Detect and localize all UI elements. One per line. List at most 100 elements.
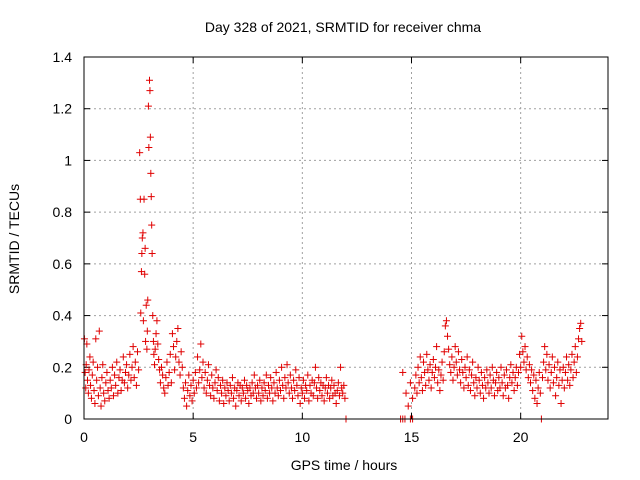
data-point — [484, 379, 492, 387]
data-point — [315, 374, 323, 382]
data-point — [298, 389, 306, 397]
data-point — [533, 399, 541, 407]
data-point — [577, 319, 585, 327]
data-point — [182, 379, 190, 387]
data-point — [570, 358, 578, 366]
data-point — [424, 366, 432, 374]
data-point — [412, 371, 420, 379]
data-point — [103, 368, 111, 376]
data-point — [176, 371, 184, 379]
data-point — [86, 353, 94, 361]
data-point — [444, 332, 452, 340]
data-point — [101, 397, 109, 405]
data-point — [267, 374, 275, 382]
data-point — [85, 366, 93, 374]
data-point — [204, 361, 212, 369]
data-point — [529, 387, 537, 395]
data-point — [98, 374, 106, 382]
data-point — [438, 358, 446, 366]
y-tick-label: 0.4 — [53, 308, 73, 324]
data-point — [200, 384, 208, 392]
data-point — [328, 376, 336, 384]
data-point — [569, 374, 577, 382]
data-point — [87, 381, 95, 389]
data-point — [213, 387, 221, 395]
data-point — [552, 392, 560, 400]
data-point — [150, 350, 158, 358]
data-point — [487, 384, 495, 392]
data-point — [171, 366, 179, 374]
data-point — [194, 353, 202, 361]
data-point — [495, 374, 503, 382]
data-point — [84, 389, 92, 397]
data-point — [166, 350, 174, 358]
data-point — [230, 394, 238, 402]
data-point — [198, 374, 206, 382]
data-point — [175, 358, 183, 366]
data-point — [530, 371, 538, 379]
data-point — [547, 368, 555, 376]
data-point — [286, 371, 294, 379]
data-point — [423, 350, 431, 358]
data-point — [208, 371, 216, 379]
data-point — [442, 317, 450, 325]
data-point — [566, 381, 574, 389]
data-point — [416, 353, 424, 361]
data-point — [448, 353, 456, 361]
data-point — [499, 392, 507, 400]
data-point — [544, 376, 552, 384]
data-point — [124, 384, 132, 392]
data-point — [521, 343, 529, 351]
data-point — [151, 345, 159, 353]
data-point — [90, 387, 98, 395]
data-point — [149, 312, 157, 320]
data-point — [147, 193, 155, 201]
data-point — [255, 389, 263, 397]
data-point — [341, 394, 349, 402]
data-point — [465, 366, 473, 374]
y-axis-label: SRMTID / TECUs — [6, 184, 22, 294]
data-point — [83, 376, 91, 384]
data-point — [140, 195, 148, 203]
data-point — [225, 397, 233, 405]
x-tick-label: 15 — [404, 429, 420, 445]
data-point — [153, 317, 161, 325]
data-point — [272, 368, 280, 376]
y-tick-label: 1.2 — [53, 101, 73, 117]
data-point — [252, 394, 260, 402]
data-point — [261, 387, 269, 395]
data-point — [493, 368, 501, 376]
data-point — [277, 387, 284, 395]
data-point — [568, 350, 576, 358]
data-point — [411, 384, 419, 392]
data-point — [177, 348, 185, 356]
data-point — [209, 384, 217, 392]
y-tick-label: 0.6 — [53, 256, 73, 272]
data-point — [227, 389, 235, 397]
data-point — [216, 381, 224, 389]
data-point — [148, 221, 156, 229]
data-point — [143, 327, 151, 335]
data-point — [470, 379, 478, 387]
data-point — [477, 368, 485, 376]
data-point — [453, 371, 461, 379]
data-point — [149, 337, 157, 345]
data-point — [490, 392, 498, 400]
data-point — [316, 387, 324, 395]
data-point — [504, 381, 512, 389]
data-point — [180, 394, 188, 402]
data-point — [483, 366, 491, 374]
data-point — [322, 374, 330, 382]
data-point — [572, 368, 580, 376]
data-point — [430, 374, 438, 382]
data-point — [102, 379, 110, 387]
data-point — [546, 384, 554, 392]
plot-frame — [83, 56, 609, 420]
data-point — [305, 397, 313, 405]
data-point — [458, 356, 466, 364]
data-point — [270, 379, 278, 387]
data-point — [259, 392, 267, 400]
data-point — [525, 361, 533, 369]
data-point — [434, 379, 442, 387]
data-point — [560, 384, 568, 392]
